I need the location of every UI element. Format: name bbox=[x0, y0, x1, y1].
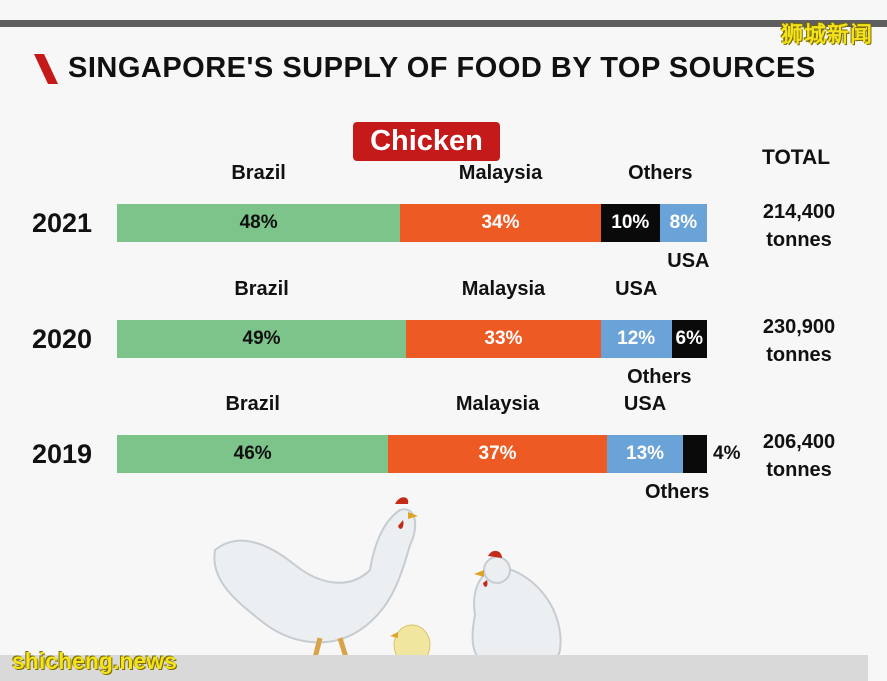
total-tonnes: 206,400 bbox=[762, 431, 836, 453]
title-row: SINGAPORE'S SUPPLY OF FOOD BY TOP SOURCE… bbox=[34, 52, 816, 85]
source-label: USA bbox=[623, 393, 667, 415]
data-label: 12% bbox=[617, 328, 656, 349]
source-label: USA bbox=[667, 250, 710, 272]
top-divider bbox=[0, 20, 887, 27]
data-label: 33% bbox=[484, 328, 523, 349]
bar-segment-usa: 13% bbox=[606, 435, 684, 473]
total-value: 206,400 tonnes bbox=[756, 428, 842, 484]
source-label: USA bbox=[615, 278, 658, 300]
total-unit: tonnes bbox=[766, 229, 832, 251]
bar-segment-others: 6% bbox=[671, 320, 707, 358]
data-label: 46% bbox=[233, 443, 272, 464]
source-label: Brazil bbox=[234, 278, 289, 300]
source-label: Malaysia bbox=[458, 162, 543, 184]
total-tonnes: 230,900 bbox=[762, 316, 836, 338]
bar-segment-usa: 8% bbox=[659, 204, 707, 242]
data-label: 34% bbox=[481, 212, 520, 233]
hen-illustration bbox=[213, 497, 418, 671]
bar-segment-malaysia: 37% bbox=[388, 435, 607, 473]
rooster-illustration bbox=[471, 550, 562, 674]
total-unit: tonnes bbox=[766, 344, 832, 366]
data-label: 13% bbox=[626, 443, 665, 464]
year-label: 2020 bbox=[32, 324, 93, 354]
chart-title: SINGAPORE'S SUPPLY OF FOOD BY TOP SOURCE… bbox=[68, 52, 816, 84]
chicken-illustration bbox=[213, 497, 562, 674]
ground-strip bbox=[0, 655, 868, 681]
stacked-bar: 48% 34% 10% 8% bbox=[117, 204, 707, 242]
bar-segment-others: 10% bbox=[600, 204, 660, 242]
category-badge: Chicken bbox=[353, 122, 500, 161]
source-label: Others bbox=[644, 481, 710, 503]
data-label: 48% bbox=[239, 212, 278, 233]
bar-segment-others bbox=[683, 435, 707, 473]
watermark-top: 狮城新闻 bbox=[780, 22, 873, 47]
stacked-bar: 46% 37% 13% bbox=[117, 435, 707, 473]
source-label: Others bbox=[628, 162, 693, 184]
slash-logo-icon bbox=[34, 53, 58, 84]
source-label: Malaysia bbox=[455, 393, 540, 415]
watermark-bottom: shicheng.news bbox=[12, 648, 177, 674]
total-value: 214,400 tonnes bbox=[756, 198, 842, 254]
bar-segment-malaysia: 34% bbox=[400, 204, 601, 242]
data-label: 10% bbox=[611, 212, 650, 233]
data-label: 8% bbox=[669, 212, 698, 233]
total-unit: tonnes bbox=[766, 459, 832, 481]
total-tonnes: 214,400 bbox=[762, 201, 836, 223]
source-label: Malaysia bbox=[461, 278, 546, 300]
source-label: Brazil bbox=[225, 393, 280, 415]
bar-segment-malaysia: 33% bbox=[406, 320, 601, 358]
data-label: 4% bbox=[713, 443, 741, 464]
source-label: Others bbox=[627, 366, 692, 388]
data-label: 37% bbox=[478, 443, 517, 464]
data-label: 49% bbox=[242, 328, 281, 349]
data-label: 6% bbox=[675, 328, 703, 349]
bar-segment-usa: 12% bbox=[600, 320, 672, 358]
bar-segment-brazil: 49% bbox=[117, 320, 407, 358]
year-label: 2021 bbox=[32, 208, 93, 238]
total-value: 230,900 tonnes bbox=[756, 313, 842, 369]
bar-segment-brazil: 46% bbox=[117, 435, 389, 473]
total-header: TOTAL bbox=[762, 146, 831, 169]
bar-segment-brazil: 48% bbox=[117, 204, 401, 242]
stacked-bar: 49% 33% 12% 6% bbox=[117, 320, 707, 358]
year-label: 2019 bbox=[32, 439, 93, 469]
source-label: Brazil bbox=[231, 162, 286, 184]
